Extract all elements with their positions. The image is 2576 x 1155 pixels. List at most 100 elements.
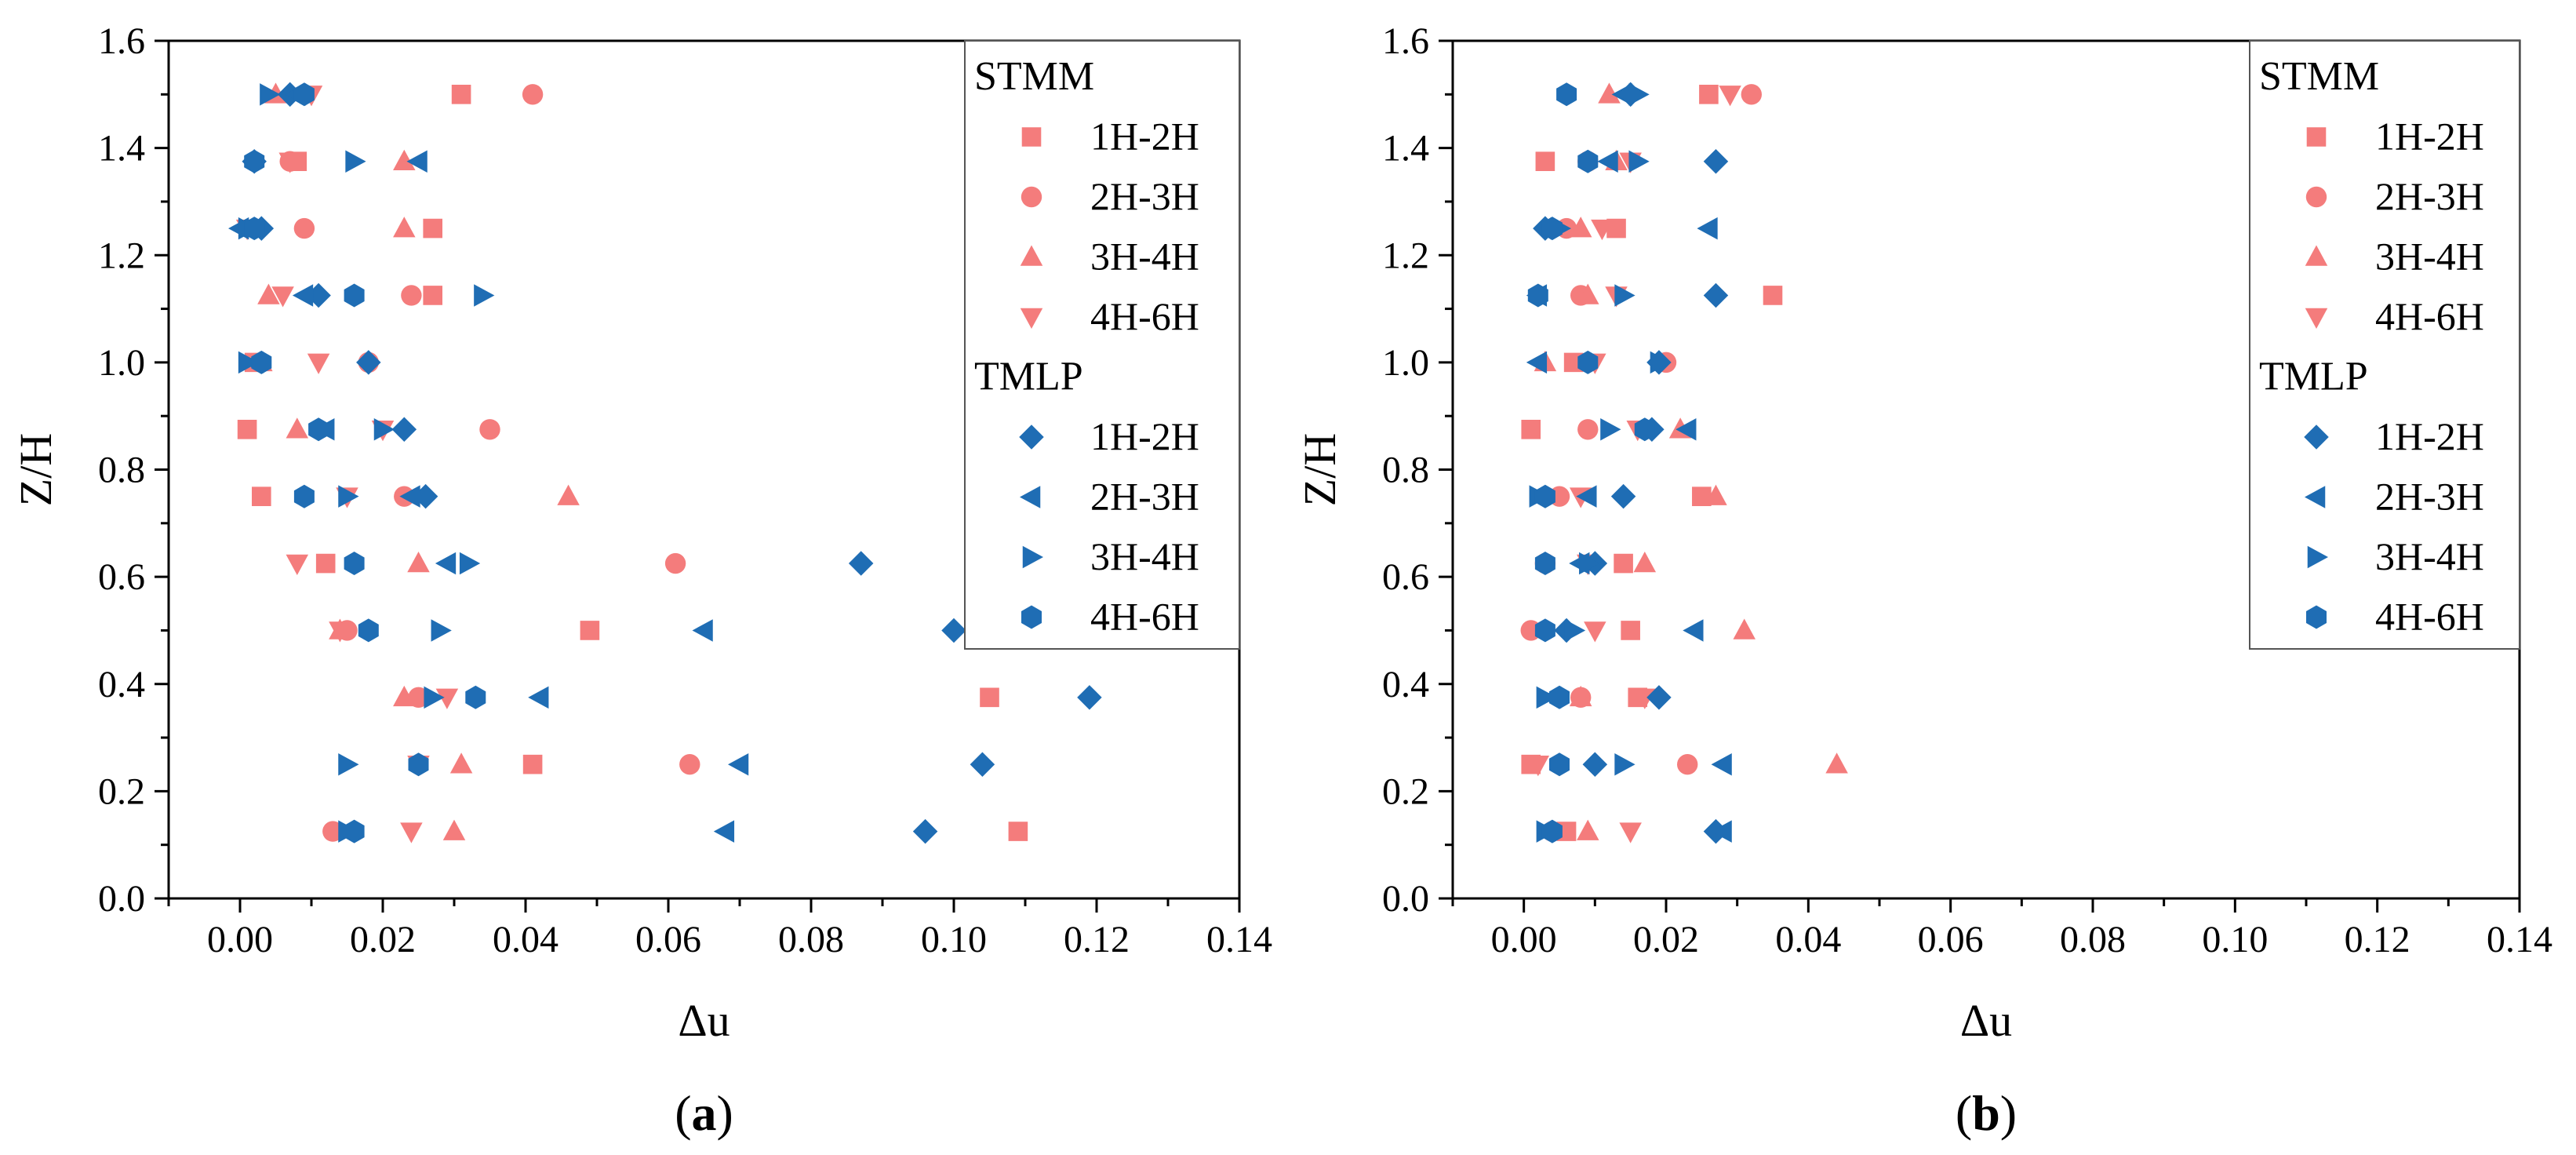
point-b-tmlp-4h-6h-4 [1534, 552, 1555, 575]
point-a-tmlp-2h-3h-1 [728, 752, 749, 776]
point-b-tmlp-3h-4h-2 [1536, 686, 1557, 709]
point-a-stmm-3h-4h-9 [393, 217, 416, 238]
point-a-stmm-2h-3h-6 [479, 419, 500, 440]
point-b-tmlp-4h-6h-2 [1549, 685, 1570, 709]
point-b-tmlp-3h-4h-3 [1564, 619, 1586, 642]
point-a-stmm-4h-6h-2 [435, 688, 459, 709]
x-tick-label-b-7: 0.14 [2487, 919, 2552, 960]
point-a-tmlp-3h-4h-2 [424, 686, 445, 709]
x-tick-label-a-5: 0.10 [921, 919, 987, 960]
point-b-stmm-4h-6h-11 [1719, 86, 1741, 107]
point-a-tmlp-1h-2h-2 [1077, 685, 1102, 710]
y-tick-label-a-5: 1.0 [98, 342, 145, 384]
legend-label-a-tmlp-0: 1H-2H [1090, 414, 1199, 458]
point-b-tmlp-2h-3h-11 [1611, 83, 1632, 106]
y-axis-title-b: Z/H [1294, 433, 1345, 506]
x-tick-label-a-0: 0.00 [207, 919, 273, 960]
point-b-stmm-3h-4h-3 [1733, 618, 1756, 639]
legend-marker-a-tmlp-1 [1020, 486, 1041, 508]
point-a-stmm-3h-4h-10 [393, 149, 416, 170]
point-b-tmlp-4h-6h-5 [1534, 484, 1555, 508]
point-b-tmlp-2h-3h-0 [1711, 820, 1732, 843]
x-tick-label-b-5: 0.10 [2202, 919, 2268, 960]
point-a-tmlp-4h-6h-8 [344, 283, 365, 308]
legend-label-b-stmm-3: 4H-6H [2375, 294, 2484, 338]
chart-panel-b: 0.00 0.02 0.04 0.06 0.08 0.10 0.12 0.14 0.0 0.2 0.… [1294, 20, 2552, 1141]
point-a-tmlp-4h-6h-0 [344, 819, 365, 843]
point-b-stmm-4h-6h-0 [1619, 822, 1642, 843]
legend-label-a-tmlp-1: 2H-3H [1090, 475, 1199, 519]
point-b-tmlp-4h-6h-11 [1556, 82, 1577, 107]
point-b-tmlp-1h-2h-8 [1703, 282, 1729, 308]
x-tick-label-a-7: 0.14 [1206, 919, 1272, 960]
legend-marker-b-stmm-3 [2305, 308, 2328, 329]
point-a-tmlp-4h-6h-4 [344, 552, 365, 575]
point-a-tmlp-3h-4h-8 [474, 284, 495, 307]
legend-marker-a-stmm-1 [1021, 186, 1042, 208]
point-a-stmm-4h-6h-4 [286, 554, 309, 576]
point-b-stmm-3h-4h-1 [1825, 752, 1848, 774]
point-b-stmm-2h-3h-6 [1577, 419, 1599, 440]
legend-marker-a-tmlp-0 [1019, 424, 1044, 450]
legend-label-b-tmlp-2: 3H-4H [2375, 534, 2484, 578]
point-b-stmm-2h-3h-11 [1741, 84, 1762, 105]
point-b-tmlp-2h-3h-10 [1597, 150, 1618, 173]
point-a-stmm-1h-2h-6 [237, 419, 257, 439]
y-tick-label-a-4: 0.8 [98, 450, 145, 491]
point-a-tmlp-3h-4h-11 [260, 83, 281, 106]
point-b-stmm-2h-3h-1 [1677, 754, 1698, 775]
point-b-stmm-3h-4h-0 [1577, 819, 1599, 840]
x-tick-label-b-6: 0.12 [2345, 919, 2410, 960]
point-a-stmm-4h-6h-7 [307, 353, 330, 374]
point-a-stmm-3h-4h-6 [286, 417, 309, 439]
point-a-stmm-3h-4h-8 [257, 283, 280, 304]
point-a-tmlp-2h-3h-3 [692, 619, 713, 642]
point-a-tmlp-4h-6h-10 [244, 149, 265, 173]
point-a-tmlp-2h-3h-5 [399, 485, 420, 508]
point-a-tmlp-1h-2h-4 [848, 551, 874, 576]
point-a-stmm-1h-2h-11 [451, 85, 471, 104]
point-b-tmlp-4h-6h-6 [1634, 417, 1655, 442]
y-tick-label-a-8: 1.6 [98, 20, 145, 62]
point-a-stmm-4h-6h-0 [400, 822, 423, 843]
point-b-tmlp-4h-6h-1 [1549, 752, 1570, 777]
x-tick-label-b-1: 0.02 [1633, 919, 1699, 960]
legend-title-b-stmm: STMM [2259, 54, 2379, 99]
point-b-tmlp-3h-4h-7 [1650, 351, 1671, 374]
x-tick-label-a-3: 0.06 [635, 919, 701, 960]
legend-label-a-tmlp-3: 4H-6H [1090, 595, 1199, 639]
point-b-tmlp-4h-6h-7 [1577, 350, 1599, 374]
legend-label-a-stmm-0: 1H-2H [1090, 115, 1199, 158]
legend-label-b-tmlp-1: 2H-3H [2375, 475, 2484, 519]
y-tick-label-b-0: 0.0 [1382, 878, 1429, 920]
y-tick-label-b-5: 1.0 [1382, 342, 1429, 384]
point-a-tmlp-3h-4h-4 [459, 552, 481, 575]
y-tick-label-b-2: 0.4 [1382, 664, 1429, 705]
point-b-stmm-1h-2h-5 [1692, 486, 1712, 506]
point-b-tmlp-2h-3h-6 [1675, 418, 1697, 441]
point-a-tmlp-1h-2h-3 [941, 618, 966, 643]
point-a-stmm-1h-2h-8 [423, 286, 442, 305]
point-b-stmm-1h-2h-8 [1763, 286, 1783, 305]
legend-marker-b-tmlp-3 [2306, 605, 2327, 629]
legend-title-a-tmlp: TMLP [974, 355, 1083, 399]
point-a-tmlp-4h-6h-6 [308, 417, 329, 442]
point-b-tmlp-3h-4h-6 [1600, 418, 1621, 441]
point-a-tmlp-4h-6h-9 [244, 217, 265, 241]
legend-marker-a-stmm-2 [1020, 245, 1043, 266]
point-b-tmlp-4h-6h-9 [1541, 217, 1563, 241]
y-tick-label-a-1: 0.2 [98, 771, 145, 812]
point-b-stmm-3h-4h-9 [1569, 217, 1592, 238]
x-tick-label-b-4: 0.08 [2060, 919, 2126, 960]
point-a-tmlp-3h-4h-6 [373, 418, 395, 441]
point-b-stmm-4h-6h-1 [1526, 755, 1550, 777]
point-a-stmm-2h-3h-11 [522, 84, 544, 105]
y-tick-label-b-4: 0.8 [1382, 450, 1429, 491]
point-b-tmlp-2h-3h-1 [1711, 752, 1732, 776]
legend-label-a-stmm-1: 2H-3H [1090, 174, 1199, 218]
point-a-tmlp-3h-4h-7 [238, 351, 260, 374]
x-tick-label-a-4: 0.08 [778, 919, 844, 960]
point-b-stmm-1h-2h-6 [1521, 419, 1541, 439]
point-a-stmm-1h-2h-3 [580, 621, 600, 640]
y-tick-label-a-0: 0.0 [98, 878, 145, 920]
